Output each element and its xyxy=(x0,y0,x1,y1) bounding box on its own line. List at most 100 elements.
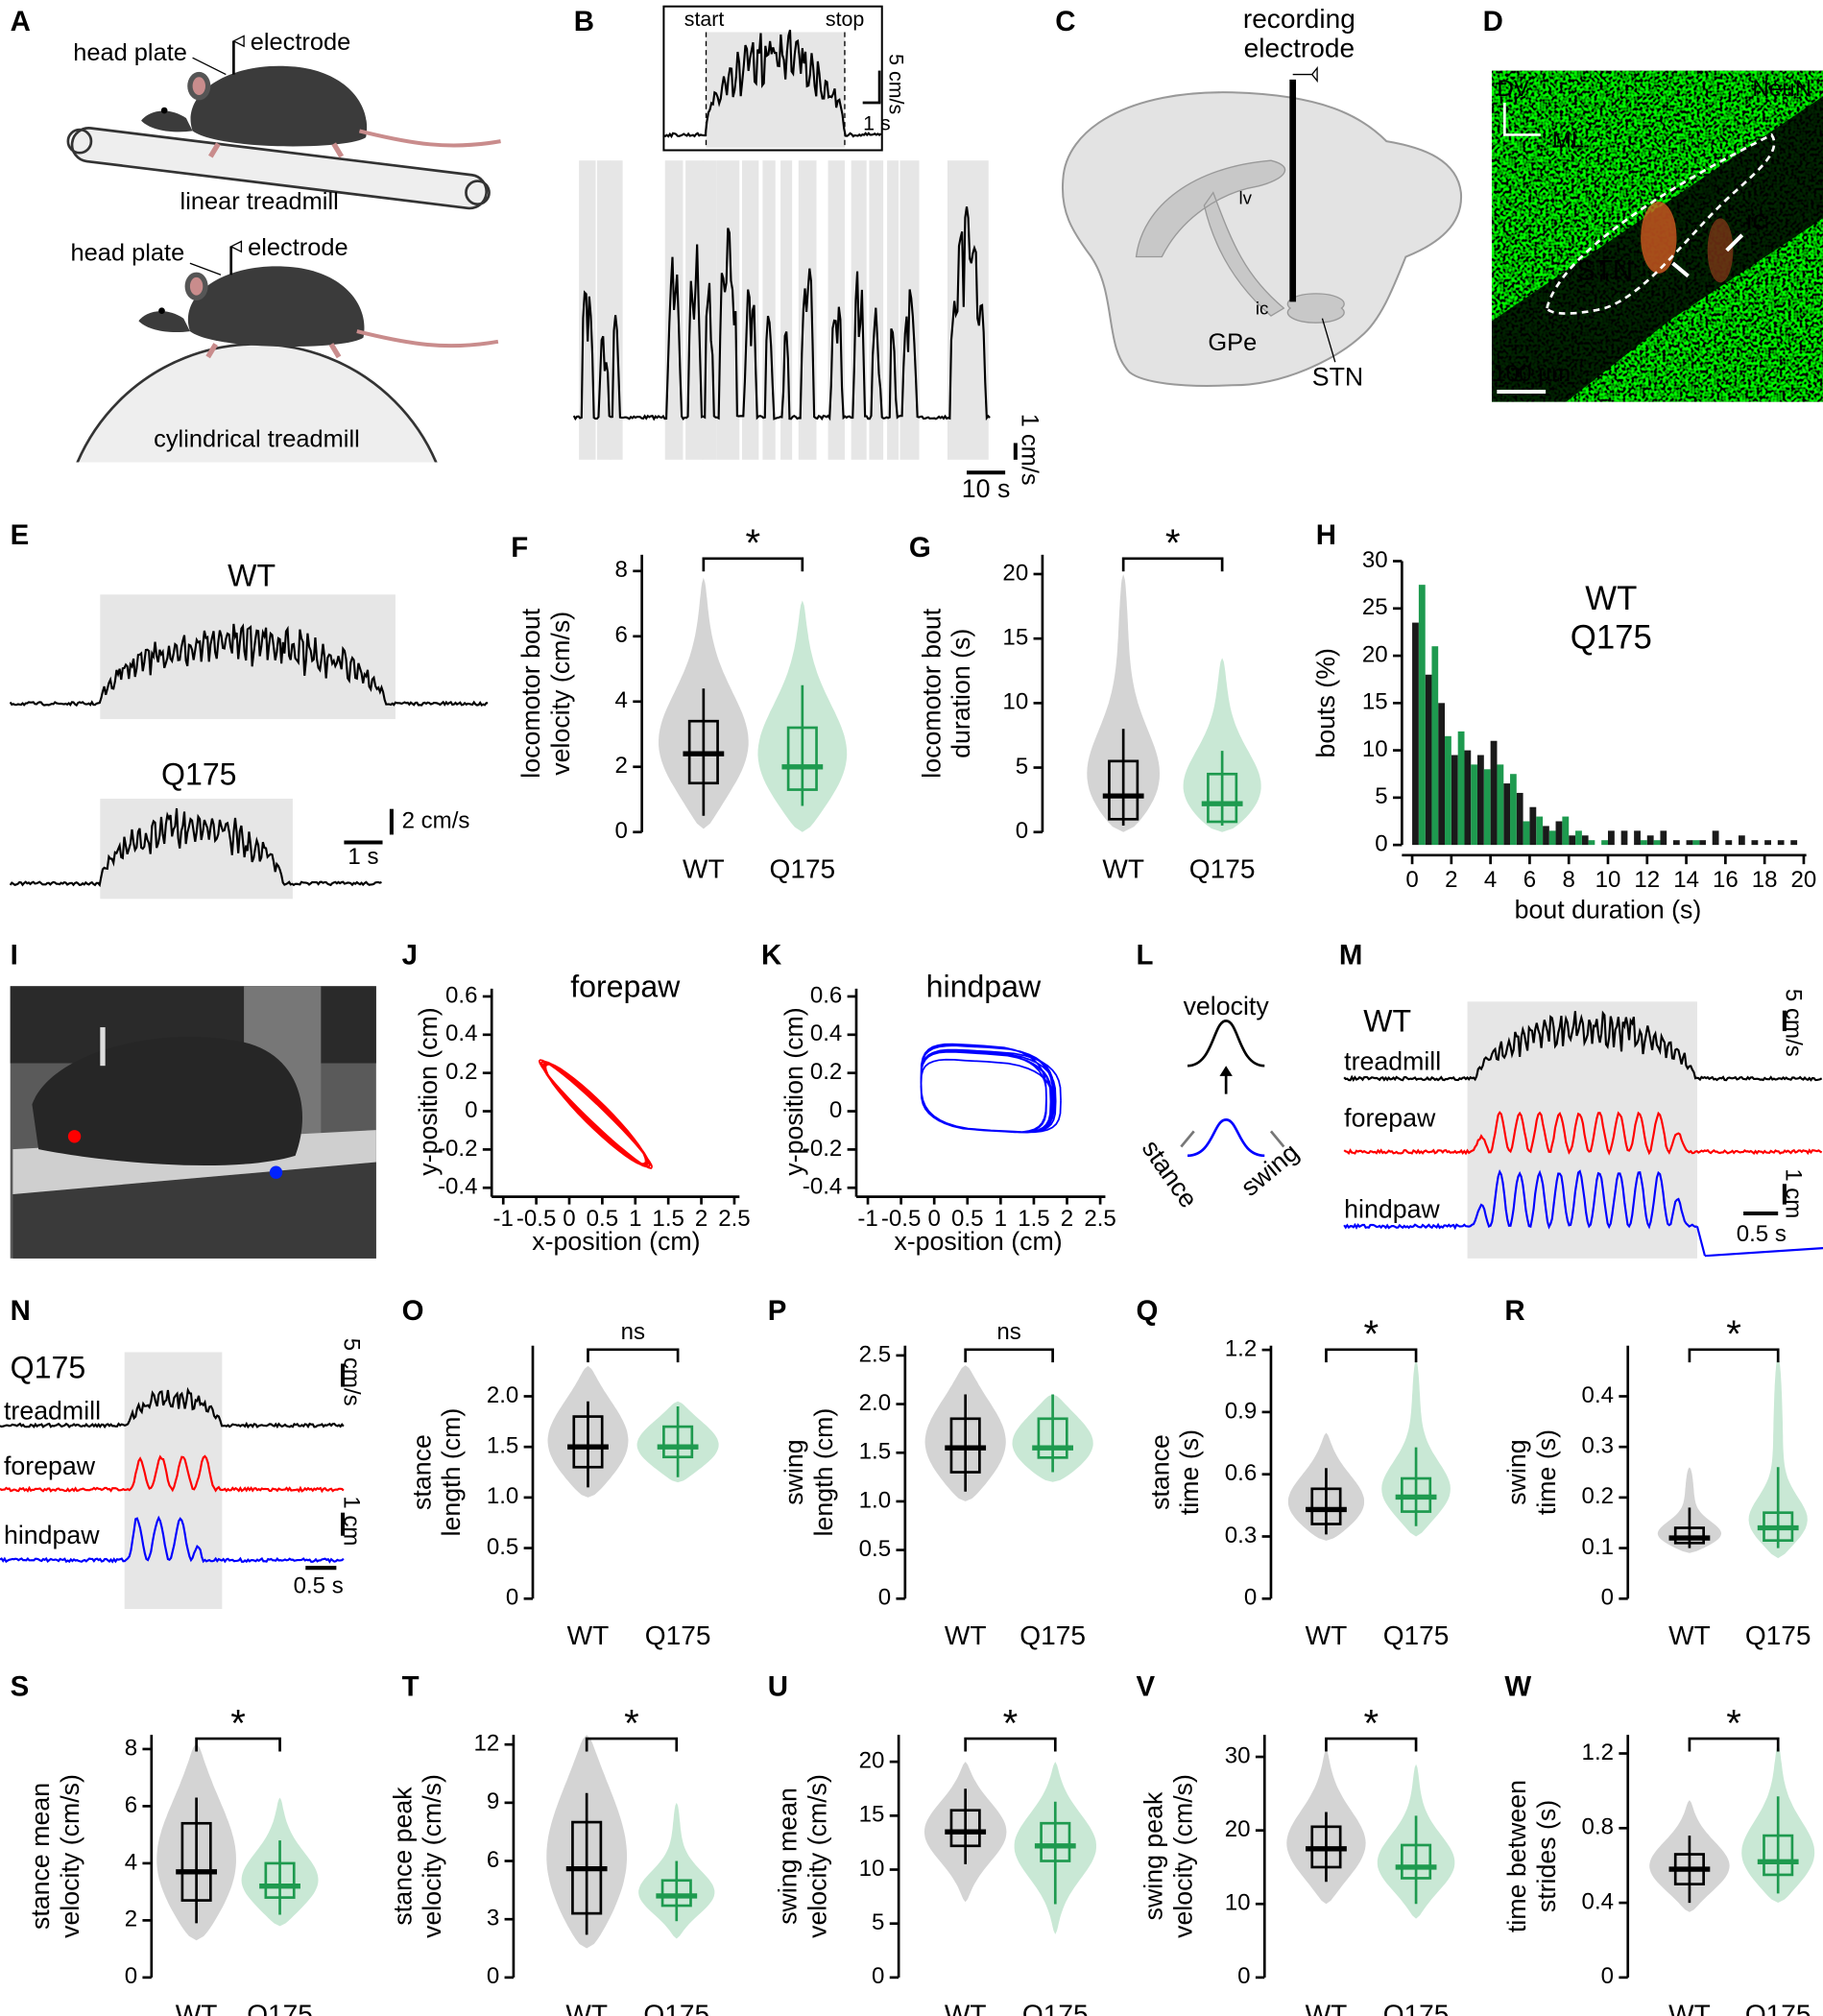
y-axis-label: bouts (%) xyxy=(1311,648,1340,757)
y-tick-label: 20 xyxy=(1002,560,1028,586)
violin xyxy=(1748,1356,1808,1559)
bar xyxy=(1620,830,1628,846)
category-label: WT xyxy=(565,1999,608,2016)
y-tick-label: 0 xyxy=(1601,1585,1614,1611)
y-tick-label: -0.2 xyxy=(803,1136,842,1162)
y-tick-label: 0 xyxy=(1016,818,1028,844)
y-tick-label: 0 xyxy=(829,1097,842,1123)
box xyxy=(1108,759,1139,821)
y-tick-label: 0.4 xyxy=(1582,1382,1614,1408)
diagram-label: STN xyxy=(1312,363,1363,392)
y-tick-label: 0.4 xyxy=(445,1020,477,1046)
y-axis-label: time (s) xyxy=(1532,1429,1561,1515)
diagram-label: DV xyxy=(1497,76,1528,102)
significance-bracket xyxy=(1325,1737,1418,1752)
bar xyxy=(1418,585,1426,846)
y-axis-label: y-position (cm) xyxy=(414,1007,443,1175)
legend-entry: Q175 xyxy=(1571,619,1652,656)
panel-letter: E xyxy=(11,519,30,551)
bar xyxy=(1451,755,1458,846)
bout-shading xyxy=(100,798,293,900)
panel-letter: Q xyxy=(1137,1295,1159,1327)
diagram-label: head plate xyxy=(71,240,185,267)
y-tick-label: 20 xyxy=(859,1748,885,1774)
y-axis-label: length (cm) xyxy=(437,1408,466,1537)
category-label: Q175 xyxy=(1189,853,1256,883)
x-tick-label: 14 xyxy=(1673,867,1699,893)
y-tick-label: 0.1 xyxy=(1582,1534,1614,1560)
bar xyxy=(1471,764,1477,846)
panel-letter: A xyxy=(11,6,31,37)
y-tick-label: 15 xyxy=(1362,689,1388,715)
x-axis-label: bout duration (s) xyxy=(1515,896,1702,924)
y-tick-label: 0.8 xyxy=(1582,1814,1614,1840)
y-tick-label: 0 xyxy=(506,1585,518,1611)
panel-letter: M xyxy=(1339,939,1362,971)
panel-letter: T xyxy=(402,1671,420,1703)
diagram-label: treadmill xyxy=(1344,1047,1441,1076)
significance-label: * xyxy=(746,521,761,564)
diagram-label: 10 s xyxy=(962,474,1011,503)
bar xyxy=(1510,774,1517,846)
x-tick-label: -1 xyxy=(857,1206,877,1232)
chart-title: hindpaw xyxy=(926,969,1042,1003)
x-tick-label: 8 xyxy=(1563,867,1575,893)
y-tick-label: 25 xyxy=(1362,594,1388,620)
significance-bracket xyxy=(587,1348,680,1363)
category-label: WT xyxy=(567,1620,610,1650)
y-tick-label: 6 xyxy=(615,622,628,648)
y-tick-label: 0.2 xyxy=(445,1059,477,1085)
x-axis-label: x-position (cm) xyxy=(532,1227,700,1256)
significance-bracket xyxy=(1688,1348,1780,1363)
y-tick-label: 0 xyxy=(125,1963,137,1989)
bar xyxy=(1764,840,1771,846)
box xyxy=(949,1809,981,1848)
bar xyxy=(1516,792,1523,846)
category-label: WT xyxy=(1102,853,1144,883)
x-tick-label: 12 xyxy=(1634,867,1660,893)
bar xyxy=(1529,806,1537,846)
box xyxy=(662,1425,694,1459)
y-axis-label: swing peak xyxy=(1139,1791,1168,1920)
x-tick-label: -0.5 xyxy=(881,1206,921,1232)
y-tick-label: 0.4 xyxy=(1582,1888,1614,1914)
x-axis-label: x-position (cm) xyxy=(894,1227,1062,1256)
significance-bracket xyxy=(1688,1737,1780,1752)
y-tick-label: 2 xyxy=(615,753,628,779)
bar xyxy=(1601,840,1608,846)
y-axis-label: swing xyxy=(1502,1439,1531,1504)
diagram-label: recording xyxy=(1243,4,1355,34)
bar xyxy=(1476,755,1484,846)
x-tick-label: 2 xyxy=(1445,867,1457,893)
category-label: WT xyxy=(1668,1620,1711,1650)
panel-letter: N xyxy=(11,1295,31,1327)
y-tick-label: 1.0 xyxy=(859,1487,891,1513)
y-tick-label: 0.2 xyxy=(1582,1483,1614,1509)
example-trace xyxy=(1343,1111,1823,1156)
y-tick-label: 3 xyxy=(487,1906,499,1932)
bar xyxy=(1497,764,1504,846)
paw-trajectory xyxy=(920,1043,1062,1134)
category-label: Q175 xyxy=(1745,1620,1811,1650)
x-tick-label: 0 xyxy=(927,1206,940,1232)
y-tick-label: 9 xyxy=(487,1788,499,1814)
y-tick-label: 10 xyxy=(859,1856,885,1882)
panel-letter: D xyxy=(1483,6,1503,37)
significance-label: * xyxy=(1363,1701,1379,1744)
significance-label: ns xyxy=(621,1319,645,1345)
x-tick-label: 2 xyxy=(695,1206,708,1232)
y-tick-label: 12 xyxy=(473,1731,499,1757)
significance-label: * xyxy=(1726,1312,1741,1356)
panel-letter: I xyxy=(11,939,18,971)
y-tick-label: 20 xyxy=(1362,641,1388,667)
diagram-label: head plate xyxy=(73,39,187,66)
panel-letter: G xyxy=(909,532,931,564)
significance-label: * xyxy=(624,1701,639,1744)
bar xyxy=(1555,821,1563,846)
y-axis-label: length (cm) xyxy=(809,1408,838,1537)
box xyxy=(180,1821,212,1902)
significance-bracket xyxy=(195,1737,281,1752)
y-tick-label: 0.5 xyxy=(859,1536,891,1562)
bar xyxy=(1751,840,1759,846)
